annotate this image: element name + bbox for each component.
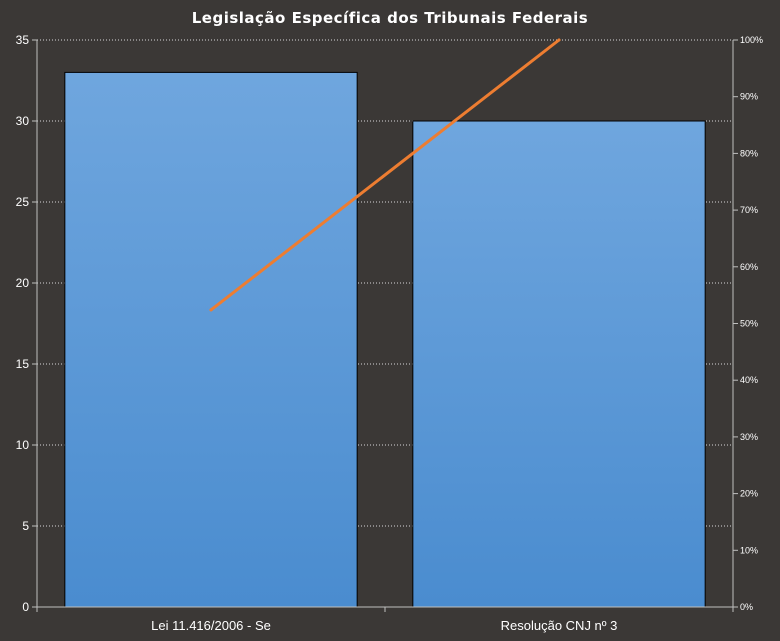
right-tick-label: 80% [740,148,758,158]
bar-series [64,71,706,608]
left-axis-ticks: 0 5 10 15 20 25 30 35 [16,33,30,614]
right-tick-label: 60% [740,262,758,272]
left-tick-label: 0 [22,600,29,614]
left-tick-label: 30 [16,114,30,128]
right-tick-label: 90% [740,92,758,102]
cumulative-line [209,38,561,312]
category-label: Lei 11.416/2006 - Se [151,618,271,633]
right-tick-label: 0% [740,602,753,612]
left-tick-label: 35 [16,33,30,47]
right-tick-label: 10% [740,545,758,555]
line-point [209,308,213,312]
right-tick-label: 20% [740,489,758,499]
right-tick-label: 40% [740,375,758,385]
axes [32,39,738,612]
cumulative-line-series [209,38,561,312]
bar [64,71,358,608]
right-tick-label: 30% [740,432,758,442]
right-tick-label: 50% [740,319,758,329]
left-tick-label: 20 [16,276,30,290]
left-tick-label: 15 [16,357,30,371]
left-tick-label: 5 [22,519,29,533]
bar [412,120,706,608]
category-labels: Lei 11.416/2006 - Se Resolução CNJ nº 3 [151,618,617,633]
line-point [557,38,561,42]
left-tick-label: 25 [16,195,30,209]
chart-title: Legislação Específica dos Tribunais Fede… [192,9,589,27]
category-label: Resolução CNJ nº 3 [501,618,618,633]
right-tick-label: 100% [740,35,763,45]
right-tick-label: 70% [740,205,758,215]
right-axis-ticks: 0% 10% 20% 30% 40% 50% 60% 70% 80% 90% 100% [740,35,763,612]
left-tick-label: 10 [16,438,30,452]
